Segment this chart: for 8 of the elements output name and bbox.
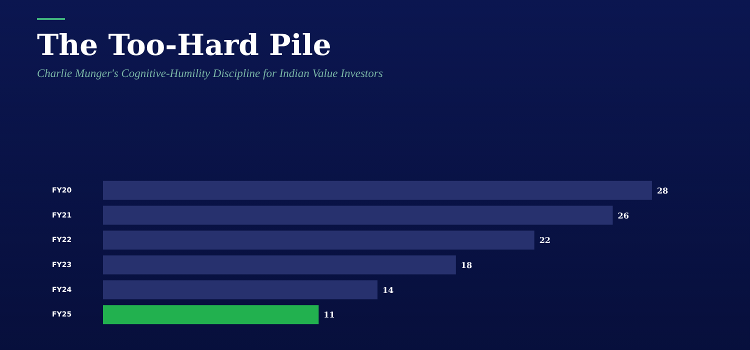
data-label: 26: [618, 210, 630, 220]
data-label: 28: [656, 185, 669, 196]
data-label: 11: [324, 310, 335, 320]
data-label: 14: [382, 284, 394, 295]
chart-title: The Too-Hard Pile: [37, 28, 332, 62]
chart-subtitle: Charlie Munger's Cognitive-Humility Discipline for Indian Value Investors: [37, 68, 383, 80]
data-label: 22: [539, 235, 550, 246]
data-label: 18: [460, 260, 472, 270]
